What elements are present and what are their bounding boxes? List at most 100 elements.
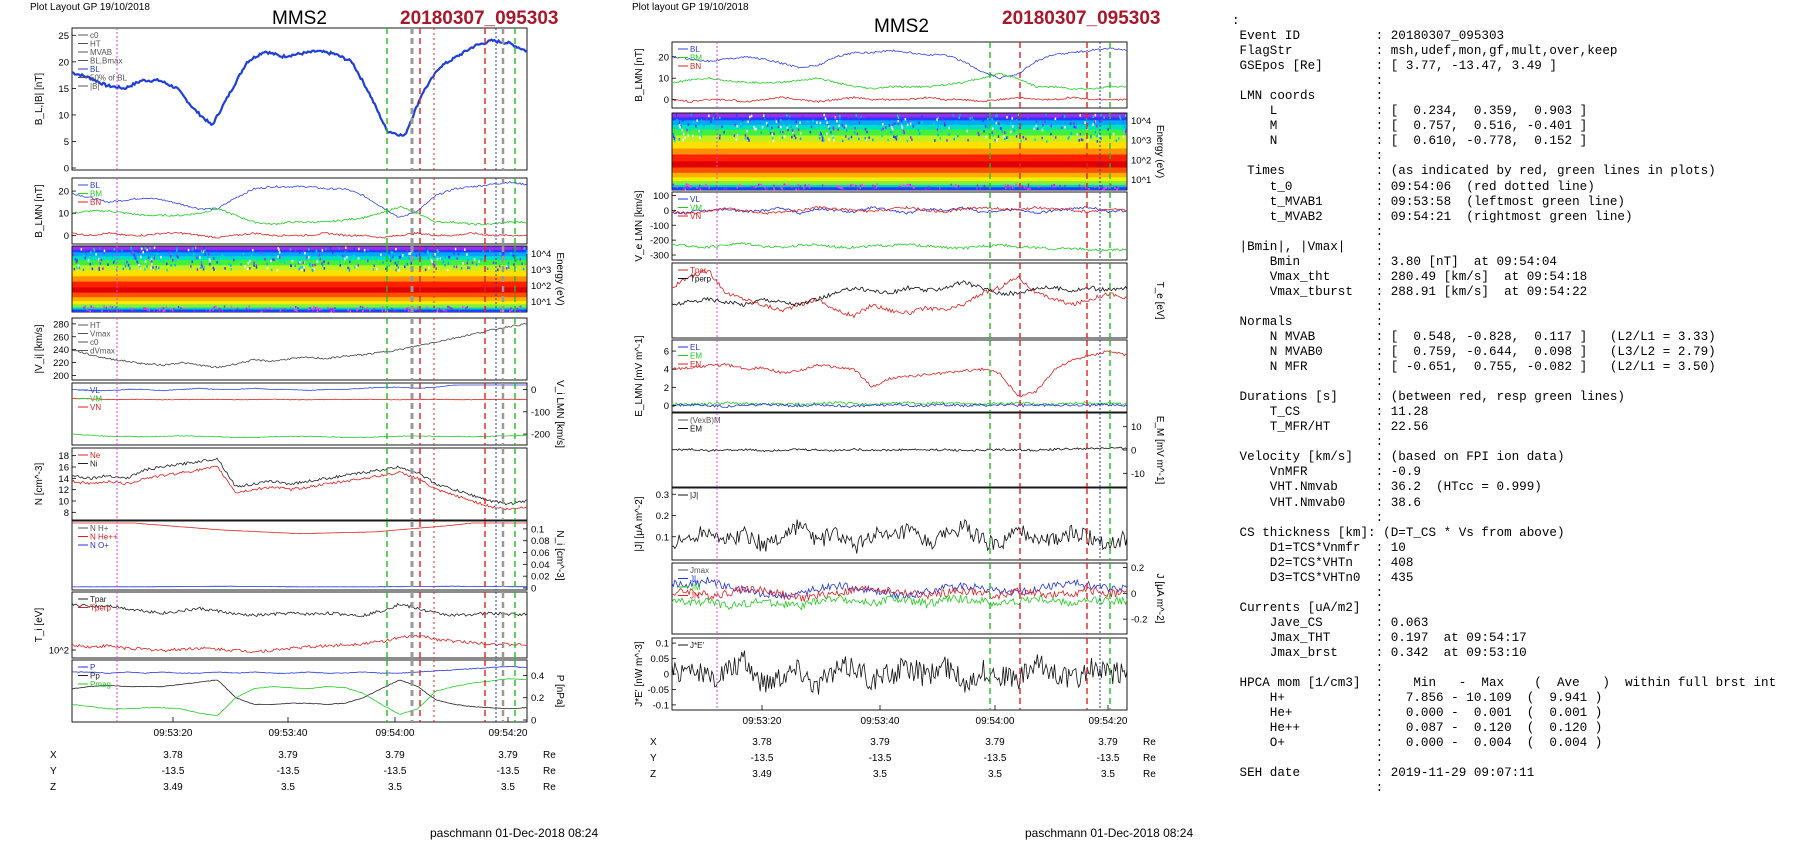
spectrogram-pixel [823, 113, 825, 117]
x-tick-label: 09:53:20 [154, 728, 193, 739]
info-line: SEH date : 2019-11-29 09:07:11 [1232, 766, 1535, 781]
spectrogram-pixel [346, 255, 348, 259]
spectrogram-pixel [146, 265, 148, 268]
spectrogram-pixel [939, 137, 941, 140]
spectrogram-pixel [380, 253, 382, 257]
spectrogram-band [672, 154, 1127, 162]
spectrogram-pixel [170, 264, 172, 267]
legend-entry: BL [90, 181, 100, 190]
spectrogram-pixel [842, 127, 844, 131]
spectrogram-pixel [173, 308, 175, 311]
ephemeris-value: 3.5 [501, 782, 515, 793]
spectrogram-pixel [230, 253, 233, 257]
spectrogram-pixel [397, 266, 399, 269]
series-line-vm [71, 433, 528, 439]
spectrogram-pixel [787, 119, 790, 122]
spectrogram-pixel [338, 247, 340, 250]
spectrogram-pixel [159, 259, 162, 262]
panel-frame [71, 382, 528, 446]
spectrogram-pixel [99, 247, 101, 250]
spectrogram-band [72, 252, 527, 257]
ephemeris-label: X [650, 737, 657, 748]
spectrogram-pixel [773, 188, 775, 191]
spectrogram-pixel [790, 125, 792, 128]
spectrogram-pixel [309, 307, 311, 309]
spectrogram-pixel [796, 124, 798, 128]
spectrogram-pixel [342, 254, 344, 258]
legend-entry: VN [690, 212, 701, 221]
spectrogram-pixel [121, 249, 123, 252]
spectrogram-pixel [757, 183, 760, 186]
spectrogram-pixel [1093, 120, 1096, 123]
spectrogram-pixel [200, 249, 203, 253]
spectrogram-pixel [1112, 132, 1115, 136]
spectrogram-pixel [344, 257, 346, 261]
y-tick-label: -300 [650, 251, 669, 262]
spectrogram-pixel [1121, 128, 1124, 132]
spectrogram-pixel [516, 308, 518, 311]
spectrogram-pixel [719, 116, 721, 120]
spectrogram-pixel [676, 185, 678, 188]
spectrogram-pixel [441, 247, 443, 251]
ephemeris-label: Y [650, 753, 657, 764]
spectrogram-pixel [839, 114, 841, 118]
event-info-panel: : Event ID : 20180307_095303 FlagStr : m… [1232, 14, 1797, 796]
spectrogram-pixel [799, 137, 802, 140]
spectrogram-pixel [420, 264, 423, 268]
y-tick-label: 0.08 [531, 536, 550, 547]
spectrogram-pixel [1098, 186, 1100, 189]
spectrogram-pixel [897, 122, 899, 125]
spectrogram-pixel [452, 247, 454, 251]
spectrogram-pixel [979, 187, 981, 190]
spectrogram-pixel [281, 308, 283, 311]
spectrogram-pixel [775, 120, 778, 123]
spectrogram-pixel [176, 246, 178, 250]
ephemeris-value: 3.5 [873, 769, 887, 780]
spectrogram-pixel [133, 254, 136, 257]
spectrogram-band [672, 141, 1127, 149]
spectrogram-pixel [924, 188, 927, 191]
spectrogram-pixel [976, 184, 979, 187]
spectrogram-pixel [891, 126, 893, 129]
series-line-en [671, 350, 1128, 398]
spectrogram-pixel [764, 115, 767, 119]
y-axis-label: Energy (eV) [554, 252, 565, 305]
legend-entry: N He++ [90, 533, 118, 542]
spectrogram-pixel [896, 135, 898, 138]
spectrogram-pixel [95, 253, 97, 256]
spectrogram-pixel [405, 263, 408, 266]
spectrogram-pixel [144, 307, 146, 310]
spectrogram-pixel [1124, 127, 1127, 130]
spectrogram-pixel [367, 259, 369, 263]
spectrogram-pixel [315, 249, 318, 253]
spectrogram-pixel [882, 123, 884, 126]
legend-entry: Tpar [690, 266, 707, 275]
spectrogram-pixel [760, 131, 762, 134]
spectrogram-pixel [832, 126, 834, 129]
spectrogram-pixel [1125, 114, 1127, 117]
spectrogram-pixel [491, 250, 493, 253]
spectrogram-pixel [819, 133, 821, 136]
spectrogram-pixel [749, 115, 751, 119]
spectrogram-pixel [457, 252, 460, 256]
spectrogram-pixel [918, 121, 920, 124]
panel-frame [71, 447, 528, 521]
spectrogram-pixel [435, 267, 437, 270]
spectrogram-pixel [1000, 114, 1003, 117]
info-line: Jmax_THT : 0.197 at 09:54:17 [1232, 630, 1527, 645]
spectrogram-pixel [172, 259, 174, 262]
spectrogram-pixel [253, 261, 255, 265]
series-line--j- [671, 518, 1128, 554]
spectrogram-pixel [426, 250, 429, 253]
spectrogram-pixel [928, 186, 931, 189]
spectrogram-pixel [93, 249, 96, 252]
spectrogram-pixel [1059, 186, 1061, 189]
legend-entry: VN [90, 403, 101, 412]
spectrogram-pixel [682, 132, 685, 136]
y-tick-label: 8 [64, 508, 69, 519]
spectrogram-pixel [507, 264, 509, 268]
y-tick-label: 0 [664, 401, 669, 412]
y-axis-label: Energy (eV) [1154, 125, 1165, 178]
info-line: T_MFR/HT : 22.56 [1232, 420, 1429, 435]
spectrogram-pixel [845, 129, 848, 132]
